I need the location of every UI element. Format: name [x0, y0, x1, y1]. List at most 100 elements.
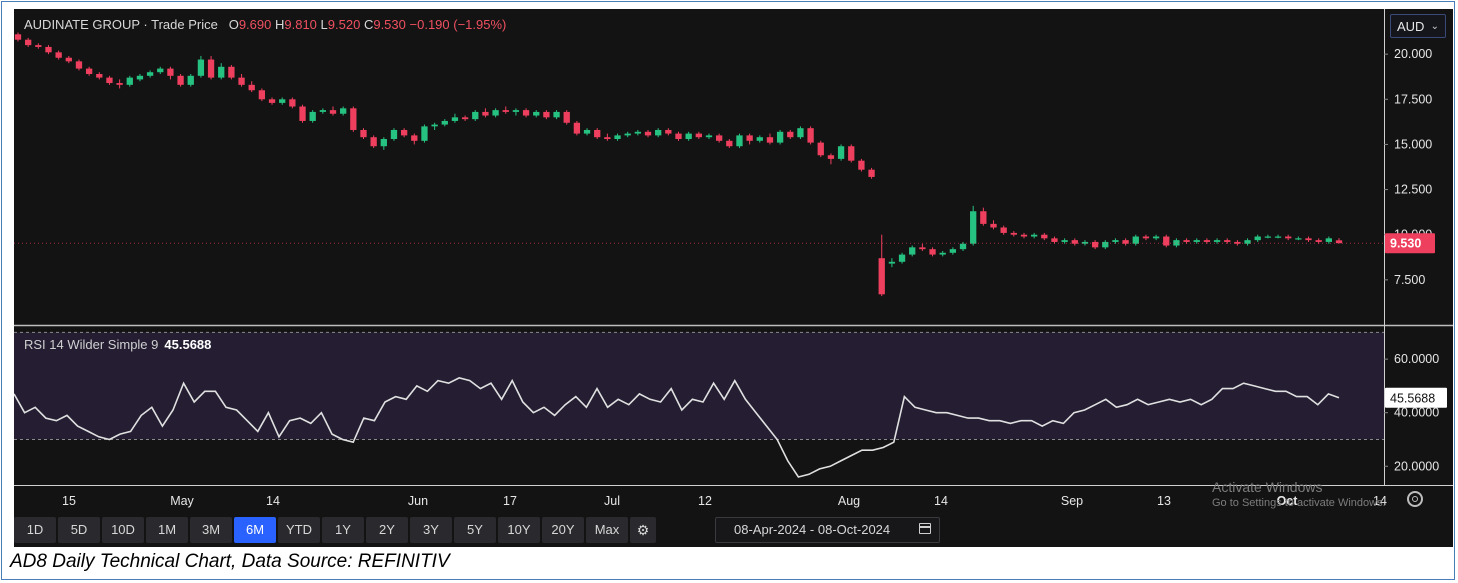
candle-body — [1173, 240, 1180, 246]
candle-body — [1274, 236, 1282, 238]
range-button-10d[interactable]: 10D — [102, 517, 144, 543]
currency-label: AUD — [1397, 19, 1425, 34]
time-tick-label: 14 — [1373, 494, 1387, 508]
candle-body — [1244, 240, 1251, 244]
candle-body — [1071, 240, 1078, 244]
range-button-5y[interactable]: 5Y — [454, 517, 496, 543]
axis-settings-icon[interactable] — [1407, 491, 1423, 507]
candle-body — [1335, 240, 1343, 244]
candle-body — [1102, 241, 1109, 248]
range-button-3m[interactable]: 3M — [190, 517, 232, 543]
open-value: 9.690 — [238, 17, 272, 32]
time-tick-label: Oct — [1277, 494, 1299, 508]
candle-body — [1031, 234, 1038, 237]
range-button-10y[interactable]: 10Y — [498, 517, 540, 543]
candle-body — [858, 160, 865, 170]
range-button-1m[interactable]: 1M — [146, 517, 188, 543]
candle-body — [146, 72, 154, 76]
open-label: O — [228, 17, 239, 32]
close-label: C — [363, 17, 374, 32]
range-button-1y[interactable]: 1Y — [322, 517, 364, 543]
candle-body — [279, 99, 286, 103]
low-value: 9.520 — [327, 17, 361, 32]
range-button-6m[interactable]: 6M — [234, 517, 276, 543]
rsi-tick-label: 60.0000 — [1394, 352, 1439, 366]
candle-body — [888, 261, 896, 264]
figure-caption: AD8 Daily Technical Chart, Data Source: … — [10, 551, 450, 572]
candle-body — [1305, 238, 1312, 241]
candle-body — [1193, 240, 1200, 242]
candle-body — [187, 75, 194, 85]
candle-body — [65, 57, 72, 62]
candle-body — [807, 128, 814, 143]
candle-body — [644, 131, 652, 136]
candle-body — [126, 77, 133, 85]
candle-body — [309, 111, 316, 121]
rsi-label: RSI 14 Wilder Simple 9 — [24, 337, 159, 352]
range-button-20y[interactable]: 20Y — [542, 517, 584, 543]
candle-body — [207, 59, 215, 78]
range-button-3y[interactable]: 3Y — [410, 517, 452, 543]
candle-body — [583, 129, 591, 134]
chevron-down-icon: ⌄ — [1430, 21, 1439, 32]
candle-body — [96, 74, 103, 78]
price-header: AUDINATE GROUP · Trade Price O9.690 H9.8… — [24, 17, 506, 32]
candle-body — [939, 252, 946, 255]
price-tick-label: 7.500 — [1394, 273, 1425, 287]
candle-body — [228, 66, 235, 78]
candle-body — [695, 133, 702, 138]
candle-body — [533, 111, 540, 116]
candle-body — [380, 139, 387, 147]
candle-body — [949, 249, 957, 253]
candle-body — [1051, 238, 1058, 242]
rsi-band — [14, 332, 1384, 440]
range-button-max[interactable]: Max — [586, 517, 628, 543]
candle-body — [218, 66, 225, 78]
candle-body — [1285, 236, 1292, 239]
candle-body — [848, 146, 855, 161]
candle-body — [472, 111, 479, 120]
range-button-2y[interactable]: 2Y — [366, 517, 408, 543]
candle-body — [827, 155, 835, 159]
candle-body — [868, 169, 875, 177]
candle-body — [624, 133, 631, 136]
rsi-header: RSI 14 Wilder Simple 9 45.5688 — [24, 337, 211, 352]
candle-body — [1213, 240, 1221, 242]
range-button-5d[interactable]: 5D — [58, 517, 100, 543]
candle-body — [136, 75, 144, 80]
date-to: 08-Oct-2024 — [817, 522, 891, 537]
candle-body — [837, 146, 845, 159]
candle-body — [1152, 236, 1160, 239]
candle-body — [1132, 236, 1139, 244]
candle-body — [370, 137, 377, 147]
candle-body — [85, 68, 93, 75]
candle-body — [604, 137, 611, 140]
candle-body — [45, 46, 52, 53]
last-price-label: 9.530 — [1390, 237, 1421, 251]
candle-body — [1010, 232, 1017, 235]
candle-body — [1122, 240, 1129, 244]
candle-body — [299, 106, 306, 121]
low-label: L — [320, 17, 328, 32]
candle-body — [421, 126, 428, 141]
candle-body — [736, 135, 743, 147]
close-value: 9.530 — [373, 17, 406, 32]
candle-body — [390, 129, 398, 140]
candle-body — [360, 129, 367, 138]
candle-body — [522, 110, 530, 116]
range-button-1d[interactable]: 1D — [14, 517, 56, 543]
range-button-ytd[interactable]: YTD — [278, 517, 320, 543]
range-settings-icon[interactable]: ⚙ — [630, 517, 656, 543]
candle-body — [14, 34, 22, 40]
currency-select[interactable]: AUD ⌄ — [1390, 14, 1446, 38]
candle-body — [970, 211, 977, 244]
candle-body — [919, 247, 926, 250]
candle-body — [116, 83, 123, 85]
candle-body — [1183, 240, 1190, 242]
chart-canvas[interactable]: 20.00017.50015.00012.50010.0007.5009.530… — [14, 9, 1453, 547]
date-range-picker[interactable]: 08-Apr-2024 - 08-Oct-2024 — [715, 517, 940, 543]
rsi-line — [14, 377, 1340, 478]
time-tick-label: 13 — [1157, 494, 1171, 508]
rsi-last-label: 45.5688 — [1390, 391, 1435, 405]
